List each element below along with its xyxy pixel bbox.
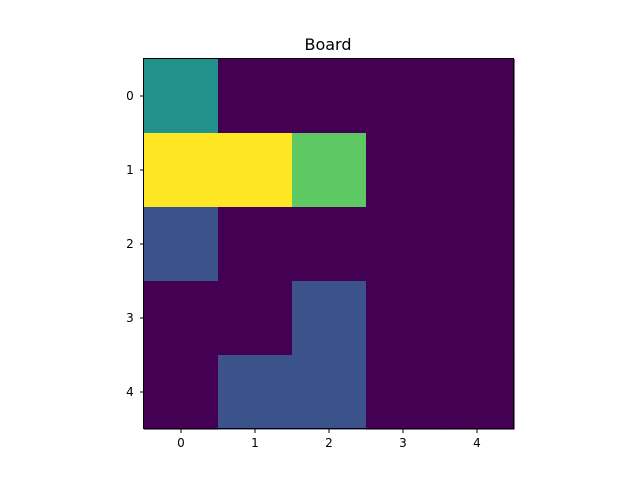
- board-cell-r2-c0: [144, 207, 219, 282]
- board-cells: [144, 59, 515, 430]
- board-cell-r3-c4: [440, 281, 515, 356]
- x-tick-label: 0: [177, 436, 185, 450]
- y-tick-label: 0: [126, 89, 134, 103]
- board-cell-r2-c3: [366, 207, 441, 282]
- x-tick-label: 1: [251, 436, 259, 450]
- board-cell-r1-c3: [366, 133, 441, 208]
- board-cell-r0-c3: [366, 59, 441, 134]
- board-cell-r0-c0: [144, 59, 219, 134]
- y-tick-label: 1: [126, 163, 134, 177]
- board-title: Board: [304, 35, 351, 54]
- board-cell-r0-c2: [292, 59, 367, 134]
- y-tick-label: 4: [126, 385, 134, 399]
- board-cell-r3-c2: [292, 281, 367, 356]
- board-cell-r4-c4: [440, 355, 515, 430]
- board-cell-r0-c1: [218, 59, 293, 134]
- x-tick-label: 2: [325, 436, 333, 450]
- board-cell-r3-c1: [218, 281, 293, 356]
- board-cell-r4-c2: [292, 355, 367, 430]
- board-cell-r1-c2: [292, 133, 367, 208]
- board-cell-r3-c0: [144, 281, 219, 356]
- board-cell-r4-c3: [366, 355, 441, 430]
- board-cell-r4-c0: [144, 355, 219, 430]
- board-cell-r0-c4: [440, 59, 515, 134]
- board-cell-r1-c1: [218, 133, 293, 208]
- y-tick-label: 2: [126, 237, 134, 251]
- board-cell-r1-c4: [440, 133, 515, 208]
- axis-ticks: 0 1 2 3 4 0 1 2 3 4: [126, 89, 481, 450]
- board-cell-r4-c1: [218, 355, 293, 430]
- board-cell-r3-c3: [366, 281, 441, 356]
- board-cell-r1-c0: [144, 133, 219, 208]
- board-cell-r2-c2: [292, 207, 367, 282]
- x-tick-label: 4: [473, 436, 481, 450]
- y-tick-label: 3: [126, 311, 134, 325]
- board-cell-r2-c1: [218, 207, 293, 282]
- x-tick-label: 3: [399, 436, 407, 450]
- board-cell-r2-c4: [440, 207, 515, 282]
